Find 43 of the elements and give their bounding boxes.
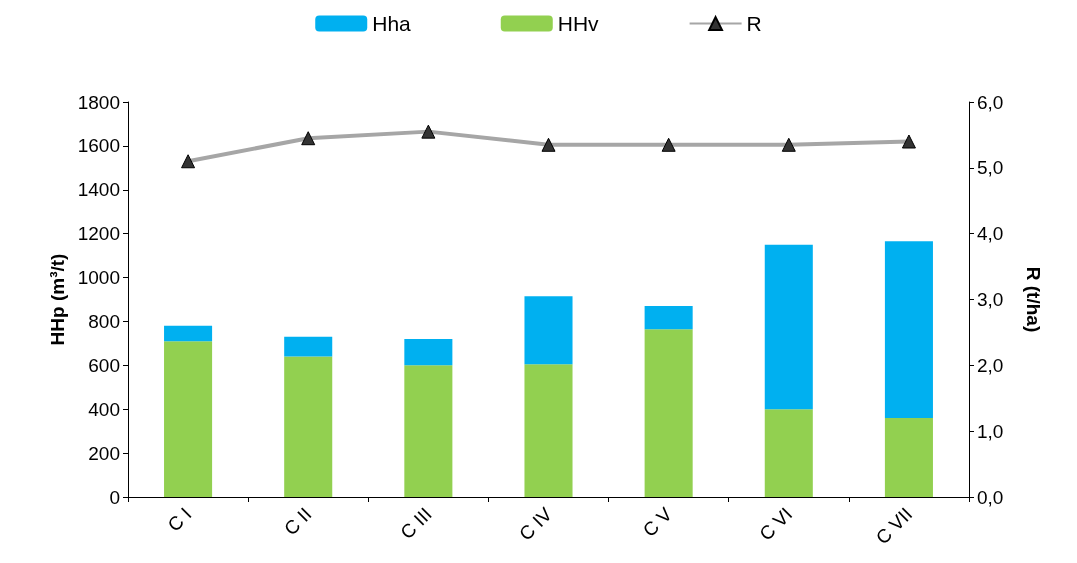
legend-label: Hha	[372, 12, 412, 35]
bar	[644, 306, 693, 330]
y2-tick-label: 6,0	[977, 91, 1004, 113]
bar	[644, 329, 693, 497]
x-tick-label: C VI	[755, 503, 797, 545]
y-tick-label: 1600	[77, 135, 120, 157]
bar	[284, 336, 333, 357]
y-tick-label: 1000	[77, 267, 120, 289]
legend-label: R	[746, 12, 762, 35]
bar	[764, 409, 813, 497]
y-tick-label: 1800	[77, 91, 120, 113]
bar	[524, 364, 573, 497]
y-tick-label: 400	[88, 398, 120, 420]
y-tick-label: 1200	[77, 223, 120, 245]
y-tick-label: 600	[88, 354, 120, 376]
x-tick-label: C IV	[514, 503, 557, 545]
y2-tick-label: 2,0	[977, 354, 1004, 376]
bar	[404, 339, 453, 366]
bar	[284, 356, 333, 497]
y2-tick-label: 3,0	[977, 289, 1004, 310]
y2-tick-label: 5,0	[977, 157, 1004, 179]
bar	[164, 325, 213, 342]
x-tick-label: C II	[279, 503, 316, 540]
y-tick-label: 800	[88, 310, 120, 332]
x-tick-label: C III	[396, 503, 436, 544]
y-tick-label: 0	[109, 486, 120, 508]
bar	[404, 365, 453, 497]
x-tick-label: C V	[638, 503, 677, 541]
y2-tick-label: 1,0	[977, 420, 1004, 442]
x-tick-label: C I	[163, 503, 196, 536]
bar	[884, 418, 933, 497]
y2-tick-label: 0,0	[977, 486, 1004, 508]
y-tick-label: 1400	[77, 179, 120, 201]
bar	[764, 244, 813, 410]
bar	[164, 341, 213, 497]
bar	[884, 241, 933, 418]
x-tick-label: C VII	[871, 503, 917, 549]
y-tick-label: 200	[88, 442, 120, 464]
legend-label: HHv	[557, 12, 600, 35]
y2-tick-label: 4,0	[977, 223, 1004, 245]
bar	[524, 296, 573, 365]
y2-axis-title: R (t/ha)	[1023, 266, 1044, 333]
y-axis-title: HHp (m³/t)	[46, 253, 68, 346]
